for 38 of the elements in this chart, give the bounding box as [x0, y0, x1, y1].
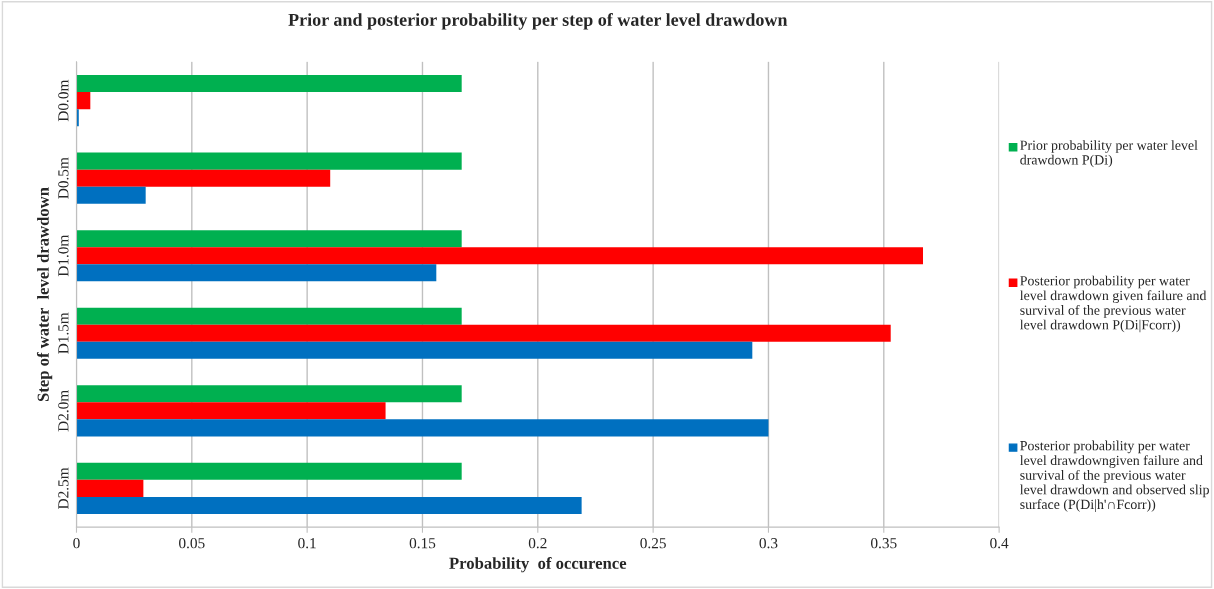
- y-tick-label: D2.0m: [58, 390, 69, 432]
- x-tick-label: 0: [73, 538, 80, 549]
- bar: [76, 402, 386, 420]
- bar: [76, 419, 769, 437]
- bar: [76, 385, 462, 403]
- bar: [76, 479, 144, 497]
- x-tick-label: 0.1: [298, 538, 316, 549]
- y-tick-label: D1.0m: [58, 234, 69, 277]
- bar: [76, 230, 462, 248]
- bar: [76, 247, 923, 265]
- legend-label: Posterior probability per water level drawdown given failure and survival of the previous water level drawdown P(Di|Fcorr)): [1020, 275, 1207, 333]
- bar: [76, 169, 331, 187]
- y-tick-label: D2.5m: [58, 467, 69, 509]
- chart-title: Prior and posterior probability per step of water level drawdown: [288, 13, 788, 30]
- x-tick-label: 0.05: [179, 538, 205, 549]
- bar: [76, 324, 891, 342]
- x-tick-label: 0.25: [640, 538, 666, 549]
- bar: [76, 152, 462, 170]
- bar: [76, 264, 437, 282]
- bar: [76, 462, 462, 480]
- x-tick-label: 0.2: [528, 538, 547, 549]
- legend-label: Prior probability per water level drawdown P(Di): [1020, 140, 1198, 168]
- y-axis-title: Step of water level drawdown: [36, 187, 53, 402]
- x-axis-title: Probability of occurence: [449, 556, 627, 573]
- y-tick-label: D1.5m: [58, 312, 69, 354]
- x-tick-label: 0.15: [409, 538, 436, 549]
- legend-label: Posterior probability per water level drawdowngiven failure and survival of the previous water level drawdown and observed slip surface (P(Di|h'∩Fcorr)): [1020, 440, 1209, 512]
- x-tick-label: 0.4: [990, 538, 1009, 549]
- bar: [76, 92, 91, 110]
- x-tick-label: 0.35: [871, 538, 897, 549]
- bar: [76, 186, 146, 204]
- bar: [76, 75, 462, 93]
- bar: [76, 341, 753, 359]
- x-tick-label: 0.3: [759, 538, 778, 549]
- bar: [76, 307, 462, 325]
- y-tick-label: D0.5m: [58, 157, 69, 199]
- y-tick-label: D0.0m: [58, 79, 69, 122]
- bar: [76, 496, 582, 514]
